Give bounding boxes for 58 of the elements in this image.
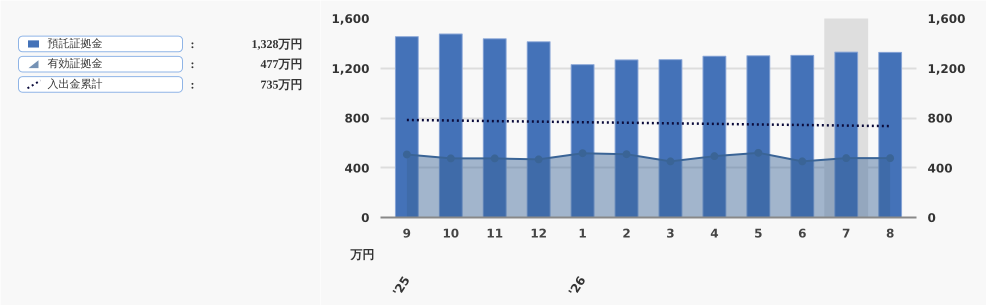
bar: [790, 54, 814, 218]
y2-tick-label: 0: [928, 211, 936, 225]
y2-tick-label: 1,200: [928, 62, 966, 76]
x-tick-label: 9: [402, 226, 412, 240]
x-tick-label: 11: [486, 226, 504, 240]
x-tick-label: 7: [842, 226, 850, 240]
y-tick-label: 400: [344, 161, 370, 176]
point: [622, 150, 631, 158]
text: :: [190, 57, 194, 72]
text: :: [190, 36, 194, 51]
point: [842, 154, 850, 162]
y-tick-label: 1,600: [332, 12, 370, 26]
point: [886, 154, 894, 162]
point: [446, 154, 455, 162]
point: [534, 155, 543, 164]
y-tick-label: 1,200: [332, 62, 370, 76]
text: '25: [390, 274, 413, 298]
y2-tick-label: 1,600: [928, 12, 966, 26]
bar: [394, 36, 419, 218]
y-tick-label: 0: [361, 211, 370, 225]
x-tick-label: 1: [578, 226, 587, 240]
legend-label: 有効証拠金: [48, 57, 102, 70]
y-axis-title: 万円: [350, 248, 374, 262]
point: [710, 152, 718, 160]
x-tick-label: 5: [754, 226, 763, 240]
bar: [526, 41, 551, 218]
x-tick-label: 10: [442, 226, 460, 240]
x-tick-label: 6: [798, 226, 806, 240]
legend-label: 預託証拠金: [48, 36, 102, 50]
y2-tick-label: 400: [928, 161, 953, 176]
bar: [570, 64, 595, 218]
point: [666, 157, 674, 166]
point: [490, 154, 499, 162]
text: :: [190, 77, 194, 92]
bar: [746, 55, 770, 218]
x-tick-label: 2: [622, 226, 631, 240]
y2-tick-label: 800: [928, 112, 953, 126]
point: [798, 157, 806, 166]
bar: [702, 56, 726, 218]
bar: [438, 34, 463, 218]
x-tick-label: 8: [886, 226, 894, 240]
point: [402, 150, 411, 158]
y-tick-label: 800: [344, 112, 370, 126]
bar: [482, 38, 507, 218]
x-tick-label: 3: [666, 226, 675, 240]
x-tick-label: 12: [530, 226, 548, 240]
text: 1,328万円: [252, 36, 302, 51]
x-tick-label: 4: [710, 226, 719, 240]
bar: [878, 52, 902, 218]
text: '26: [566, 274, 588, 298]
point: [754, 148, 762, 157]
text: 735万円: [260, 77, 302, 92]
line-series: [406, 118, 892, 128]
legend-label: 入出金累計: [48, 77, 102, 90]
bar: [614, 59, 638, 218]
point: [578, 149, 587, 158]
text: 477万円: [260, 57, 302, 72]
bar: [658, 59, 682, 218]
